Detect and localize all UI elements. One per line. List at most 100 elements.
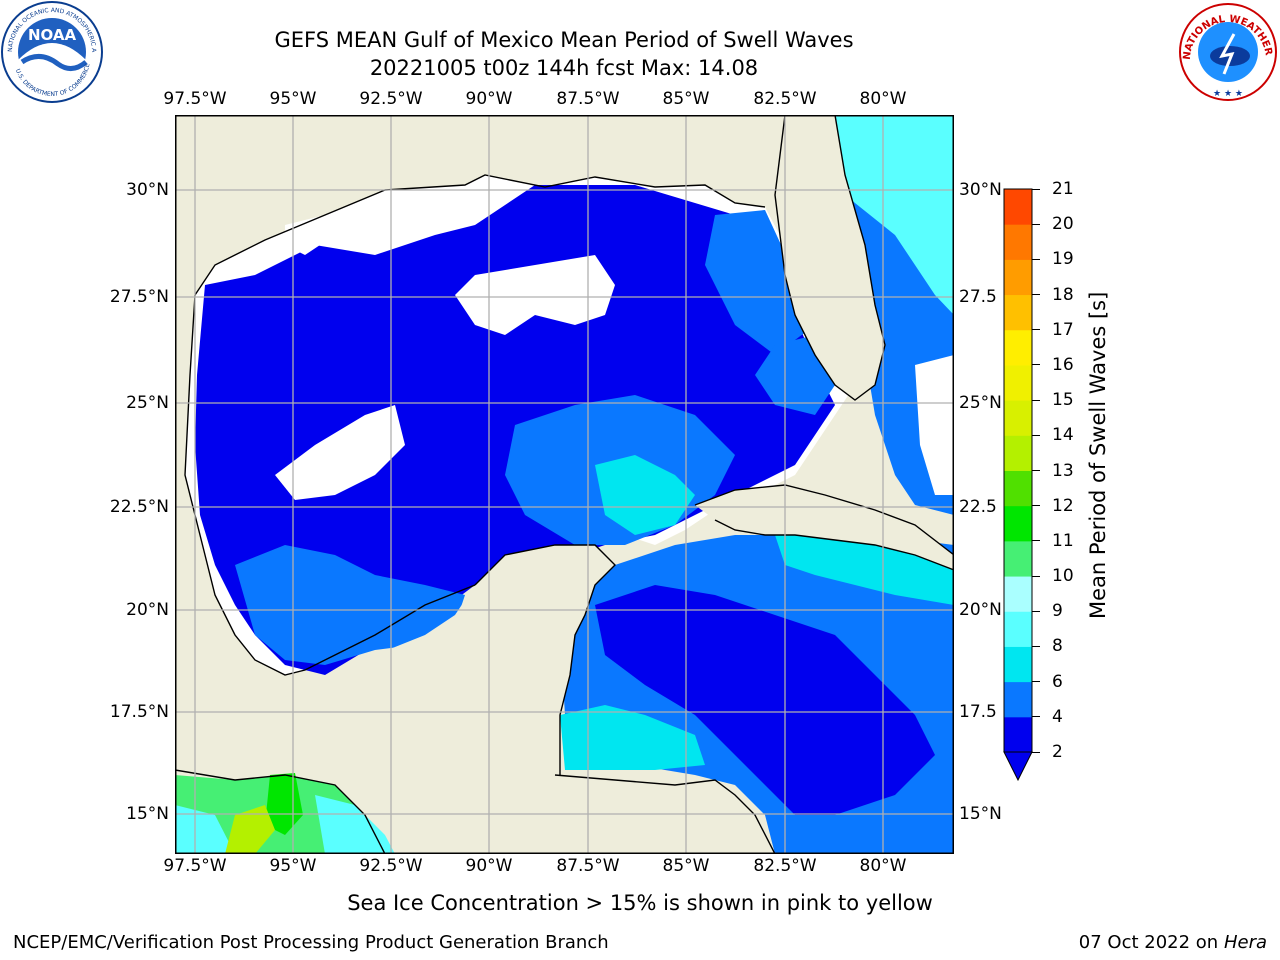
noaa-logo: NOAA NATIONAL OCEANIC AND ATMOSPHERIC AD…	[0, 0, 103, 103]
colorbar-tick-mark	[1032, 505, 1040, 507]
colorbar-segments	[1004, 189, 1032, 753]
colorbar-tick-label: 2	[1052, 742, 1063, 762]
lat-label-left: 17.5°N	[109, 702, 169, 722]
colorbar-tick-mark	[1032, 294, 1040, 296]
pacific-cyan	[315, 795, 395, 854]
colorbar-label: Mean Period of Swell Waves [s]	[1086, 291, 1110, 619]
lat-label-left: 15°N	[126, 804, 169, 824]
lon-label-top: 92.5°W	[359, 89, 423, 109]
nws-logo: NATIONAL WEATHER SERVICE ★ ★ ★	[1176, 0, 1277, 101]
colorbar-segment	[1004, 540, 1032, 577]
lon-label-top: 80°W	[859, 89, 907, 109]
graticule	[175, 115, 954, 854]
lon-label-top: 82.5°W	[753, 89, 817, 109]
colorbar-tick-mark	[1032, 610, 1040, 612]
lat-label-right: 20°N	[959, 600, 1002, 620]
colorbar-segment	[1004, 716, 1032, 753]
colorbar-tick-label: 9	[1052, 601, 1063, 622]
colorbar-tick-label: 8	[1052, 636, 1063, 657]
colorbar-tick-label: 10	[1052, 566, 1074, 587]
colorbar-segment	[1004, 435, 1032, 471]
lon-label-top: 85°W	[662, 89, 710, 109]
colorbar-segment	[1004, 259, 1032, 296]
coastlines	[175, 115, 954, 854]
colorbar-tick-mark	[1032, 434, 1040, 436]
colorbar-segment	[1004, 646, 1032, 683]
lon-label-bottom: 82.5°W	[753, 856, 817, 876]
atlantic-white	[915, 355, 954, 495]
colorbar-tick-label: 4	[1052, 706, 1063, 727]
honduras-gulf-light	[560, 705, 705, 770]
pacific-light	[175, 805, 235, 854]
colorbar-tick-mark	[1032, 716, 1040, 718]
svg-text:★ ★ ★: ★ ★ ★	[1213, 89, 1243, 99]
colorbar-tick-mark	[1032, 364, 1040, 366]
colorbar	[1003, 188, 1033, 782]
colorbar-tick-label: 12	[1052, 495, 1074, 516]
colorbar-segment	[1004, 681, 1032, 718]
svg-text:NOAA: NOAA	[28, 26, 77, 44]
lat-label-left: 30°N	[126, 180, 169, 200]
footer-host: Hera	[1223, 932, 1267, 953]
colorbar-tick-label: 15	[1052, 390, 1074, 411]
colorbar-tick-label: 16	[1052, 354, 1074, 375]
footer-left: NCEP/EMC/Verification Post Processing Pr…	[13, 932, 609, 953]
lon-label-top: 87.5°W	[556, 89, 620, 109]
colorbar-tick-mark	[1032, 575, 1040, 577]
map-frame	[175, 115, 954, 854]
pacific-yellow	[225, 805, 275, 854]
colorbar-segment	[1004, 294, 1032, 331]
colorbar-segment	[1004, 470, 1032, 507]
yucatan-peninsula	[345, 545, 615, 854]
lat-label-right: 17.5	[959, 702, 997, 722]
map-subtitle: 20221005 t00z 144h fcst Max: 14.08	[369, 56, 759, 80]
lat-label-right: 22.5	[959, 497, 997, 517]
gulf-white-patch-2	[275, 405, 405, 500]
colorbar-tick-label: 6	[1052, 671, 1063, 692]
colorbar-tick-mark	[1032, 681, 1040, 683]
colorbar-tick-mark	[1032, 223, 1040, 225]
colorbar-tick-mark	[1032, 329, 1040, 331]
colorbar-segment	[1004, 400, 1032, 436]
lat-label-left: 25°N	[126, 393, 169, 413]
lon-label-bottom: 95°W	[269, 856, 317, 876]
lon-label-bottom: 85°W	[662, 856, 710, 876]
lon-label-top: 95°W	[269, 89, 317, 109]
gulf-white-patch-1	[455, 255, 615, 335]
colorbar-extend-arrow	[1003, 751, 1033, 782]
lat-label-left: 20°N	[126, 600, 169, 620]
colorbar-tick-mark	[1032, 540, 1040, 542]
colorbar-segment	[1004, 329, 1032, 366]
lat-label-right: 25°N	[959, 393, 1002, 413]
atlantic-light	[835, 115, 954, 315]
colorbar-tick-label: 18	[1052, 284, 1074, 305]
colorbar-segment	[1004, 189, 1032, 225]
cuba	[695, 485, 954, 570]
florida-shelf-mid	[705, 210, 815, 355]
gulf-swell-light-east	[595, 455, 695, 535]
colorbar-segment	[1004, 505, 1032, 542]
colorbar-tick-label: 13	[1052, 460, 1074, 481]
colorbar-tick-mark	[1032, 751, 1040, 753]
colorbar-tick-mark	[1032, 188, 1040, 190]
sea-ice-caption: Sea Ice Concentration > 15% is shown in …	[347, 891, 933, 915]
lon-label-bottom: 92.5°W	[359, 856, 423, 876]
colorbar-tick-mark	[1032, 645, 1040, 647]
lat-label-left: 27.5°N	[109, 287, 169, 307]
lon-label-bottom: 90°W	[465, 856, 513, 876]
colorbar-tick-label: 20	[1052, 214, 1074, 235]
map-title: GEFS MEAN Gulf of Mexico Mean Period of …	[274, 28, 854, 52]
colorbar-segment	[1004, 576, 1032, 612]
lat-label-left: 22.5°N	[109, 497, 169, 517]
lon-label-top: 90°W	[465, 89, 513, 109]
caribbean-deep-center	[595, 585, 935, 815]
lon-label-bottom: 80°W	[859, 856, 907, 876]
colorbar-tick-label: 11	[1052, 530, 1074, 551]
gulf-white-patch-3	[285, 215, 335, 255]
lon-label-top: 97.5°W	[163, 89, 227, 109]
lon-label-bottom: 87.5°W	[556, 856, 620, 876]
colorbar-tick-mark	[1032, 258, 1040, 260]
colorbar-tick-label: 14	[1052, 425, 1074, 446]
colorbar-tick-mark	[1032, 470, 1040, 471]
colorbar-tick-label: 17	[1052, 319, 1074, 340]
